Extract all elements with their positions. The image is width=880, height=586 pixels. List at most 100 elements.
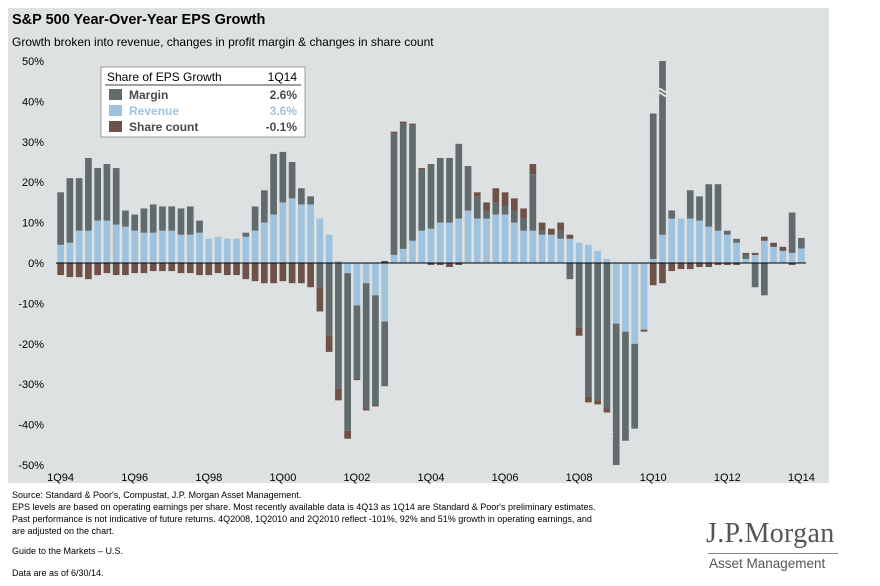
bar-revenue-3Q97 [186,234,194,263]
bar-share-3Q95 [112,263,120,276]
bar-share-3Q01 [335,388,342,401]
bar-revenue-4Q03 [418,230,426,263]
bar-margin-3Q99 [261,190,268,223]
bar-share-1Q11 [686,263,694,270]
bar-share-4Q05 [492,188,500,203]
bar-revenue-1Q97 [168,230,176,263]
bar-share-1Q94 [57,263,64,276]
bar-margin-4Q95 [122,210,129,227]
bar-margin-4Q02 [381,321,389,387]
bar-revenue-1Q06 [501,214,509,263]
bar-margin-2Q05 [473,196,481,219]
footnote-1: EPS levels are based on operating earnin… [12,502,596,512]
bar-share-4Q12 [751,252,759,255]
bar-margin-4Q11 [714,184,722,231]
bar-share-1Q97 [168,263,176,272]
bar-margin-1Q97 [168,206,176,231]
guide-label: Guide to the Markets – U.S. [12,546,124,556]
bar-share-4Q99 [270,263,277,284]
bar-share-3Q99 [261,263,268,284]
bar-revenue-3Q03 [409,240,416,263]
bar-revenue-4Q01 [344,263,351,274]
bar-share-2Q04 [436,263,444,266]
bar-share-2Q03 [399,121,407,124]
bar-margin-2Q12 [733,238,740,243]
bar-margin-3Q02 [372,295,379,405]
bar-revenue-2Q98 [214,236,222,263]
bar-share-3Q94 [75,263,83,278]
bar-margin-4Q94 [85,157,92,231]
bar-share-1Q02 [353,378,361,381]
bar-revenue-3Q00 [298,204,305,263]
y-tick-label: -50% [18,460,44,472]
bar-revenue-4Q94 [85,230,92,263]
y-tick-label: -10% [18,298,44,310]
x-tick-label: 1Q12 [714,472,741,484]
bar-margin-1Q99 [242,232,250,237]
bar-revenue-4Q11 [714,230,722,263]
bar-share-4Q96 [159,263,166,272]
bar-margin-2Q04 [436,157,444,223]
bar-revenue-2Q11 [696,220,703,263]
bar-share-1Q10 [649,263,657,286]
bar-share-1Q96 [131,263,139,274]
bar-share-2Q08 [585,396,592,403]
bar-share-4Q07 [566,234,574,239]
bar-revenue-4Q06 [529,230,537,263]
bar-revenue-2Q04 [436,222,444,263]
bar-share-1Q95 [94,263,101,276]
bar-share-3Q04 [446,263,453,268]
legend-swatch-share [109,121,122,132]
bar-margin-4Q00 [307,196,314,205]
bar-margin-3Q04 [446,157,453,223]
bar-margin-4Q08 [603,263,611,409]
legend-label-share: Share count [129,120,198,134]
bar-margin-2Q09 [622,331,629,441]
bar-margin-1Q02 [353,305,361,379]
bar-share-3Q00 [298,263,305,284]
bar-revenue-2Q13 [770,246,777,263]
y-tick-label: 50% [22,56,44,68]
bar-margin-3Q00 [298,188,305,205]
bar-margin-4Q01 [344,273,351,431]
axis-break-marker-1 [655,87,670,97]
axes-layer: 50%40%30%20%10%0%-10%-20%-30%-40%-50%1Q9… [18,56,815,484]
bar-margin-2Q06 [511,210,518,223]
bar-revenue-4Q99 [270,214,277,263]
bar-margin-1Q10 [649,113,657,259]
legend-swatch-revenue [109,105,122,116]
bar-revenue-4Q02 [381,263,389,322]
x-tick-label: 1Q94 [47,472,74,484]
logo-divider [708,553,838,554]
bar-share-2Q01 [325,335,333,352]
bar-margin-1Q07 [538,230,546,235]
bar-share-4Q95 [122,263,129,276]
bar-revenue-1Q13 [761,240,768,263]
bar-margin-1Q95 [94,168,101,221]
bar-revenue-4Q09 [640,263,648,330]
bar-share-2Q10 [659,263,666,284]
bar-revenue-2Q95 [103,220,111,263]
bar-margin-1Q11 [686,190,694,219]
bar-margin-4Q97 [196,220,203,233]
bar-share-2Q94 [66,263,74,278]
bar-share-4Q08 [603,408,611,413]
bar-margin-2Q08 [585,263,592,397]
logo-subtitle: Asset Management [709,556,826,571]
bar-margin-3Q03 [409,125,416,241]
bar-revenue-2Q99 [251,230,259,263]
bar-share-3Q02 [372,404,379,407]
bar-margin-1Q96 [131,214,139,231]
bar-share-2Q02 [362,408,370,411]
jpmorgan-logo: J.P.Morgan [706,518,835,549]
bar-revenue-1Q99 [242,236,250,263]
bar-revenue-2Q01 [325,234,333,263]
x-tick-label: 1Q98 [195,472,222,484]
bar-share-1Q06 [501,192,509,207]
bar-revenue-3Q98 [223,238,231,263]
bar-revenue-2Q05 [473,218,481,263]
bar-revenue-1Q98 [205,238,213,263]
bar-margin-4Q07 [566,263,574,280]
legend: Share of EPS Growth 1Q14 Margin 2.6% Revenue… [100,66,306,138]
